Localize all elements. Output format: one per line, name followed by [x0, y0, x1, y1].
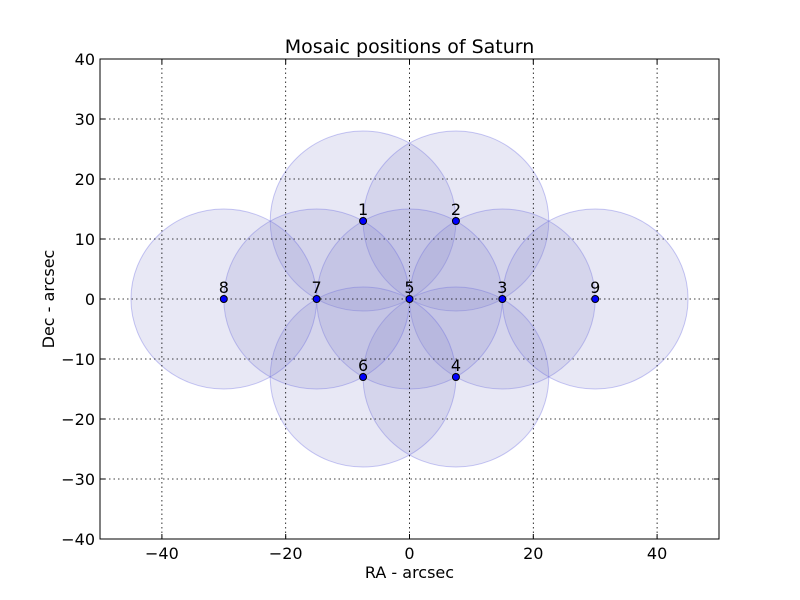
y-tick-label: −20 [61, 410, 95, 429]
y-tick-label: −40 [61, 530, 95, 549]
y-tick-label: 20 [75, 170, 95, 189]
x-tick-label: 20 [523, 544, 543, 563]
mosaic-point-label-1: 1 [358, 200, 368, 219]
x-axis-label: RA - arcsec [365, 563, 454, 582]
mosaic-point-label-7: 7 [312, 278, 322, 297]
x-tick-label: −40 [145, 544, 179, 563]
mosaic-point-9 [591, 295, 600, 303]
chart-title: Mosaic positions of Saturn [285, 36, 535, 58]
mosaic-point-3 [498, 295, 507, 303]
y-tick-label: 40 [75, 50, 95, 69]
mosaic-point-7 [312, 295, 321, 303]
y-tick-label: −10 [61, 350, 95, 369]
y-tick-label: −30 [61, 470, 95, 489]
mosaic-point-label-9: 9 [590, 278, 600, 297]
mosaic-point-5 [405, 295, 414, 303]
x-tick-label: −20 [269, 544, 303, 563]
mosaic-points: 1 2 3 4 5 6 7 8 9 [219, 200, 600, 381]
axis-ticks: −40 −20 0 20 40 −40 −30 −20 −10 0 10 20 30 40 [61, 50, 719, 563]
mosaic-point-1 [359, 217, 368, 225]
mosaic-point-2 [451, 217, 460, 225]
mosaic-point-label-3: 3 [497, 278, 507, 297]
mosaic-point-label-5: 5 [404, 278, 414, 297]
y-tick-label: 30 [75, 110, 95, 129]
mosaic-point-8 [219, 295, 228, 303]
y-tick-label: 0 [85, 290, 95, 309]
y-tick-label: 10 [75, 230, 95, 249]
mosaic-point-6 [359, 373, 368, 381]
mosaic-point-label-2: 2 [451, 200, 461, 219]
x-tick-label: 0 [404, 544, 414, 563]
field-of-view-circles [130, 130, 689, 468]
mosaic-point-label-4: 4 [451, 356, 461, 375]
mosaic-point-label-6: 6 [358, 356, 368, 375]
mosaic-point-4 [451, 373, 460, 381]
x-tick-label: 40 [647, 544, 667, 563]
mosaic-point-label-8: 8 [219, 278, 229, 297]
y-axis-label: Dec - arcsec [39, 250, 58, 349]
